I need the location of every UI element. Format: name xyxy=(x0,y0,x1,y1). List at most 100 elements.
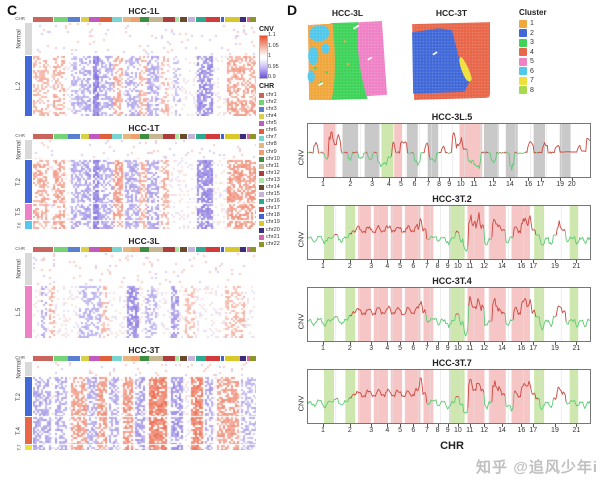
axis-tick-label: 3 xyxy=(369,427,374,434)
cnv-line xyxy=(467,212,485,246)
cnv-plot-title: HCC-3T.4 xyxy=(432,276,472,286)
axis-tick-label: 9 xyxy=(445,263,450,270)
chr-segment xyxy=(224,247,240,252)
chromosome-band xyxy=(427,123,439,178)
heatmap-main xyxy=(33,247,256,339)
chromosome-band xyxy=(406,123,418,178)
axis-tick-label: 4 xyxy=(385,263,390,270)
cnv-line xyxy=(513,380,539,400)
axis-tick-label: 14 xyxy=(505,181,514,188)
chr-segment xyxy=(53,356,68,361)
row-label: T.4 xyxy=(16,426,23,435)
chr-segment xyxy=(187,134,196,139)
chr-segment xyxy=(206,134,221,139)
chr-anno-label: CHR xyxy=(15,133,25,138)
chr-segment xyxy=(149,247,163,252)
cluster-label: 7 xyxy=(530,77,534,85)
axis-tick-label: 17 xyxy=(529,345,538,352)
axis-tick xyxy=(449,178,451,181)
cluster-label: 4 xyxy=(530,48,534,56)
axis-tick-label: 9 xyxy=(445,345,450,352)
chromosome-band xyxy=(534,369,545,424)
cnv-line xyxy=(426,232,457,246)
chr-legend-item: chr12 xyxy=(259,170,285,177)
row-annotation-bar xyxy=(25,140,32,159)
chr-segment xyxy=(179,134,188,139)
chr-segment xyxy=(149,134,163,139)
axis-tick-label: 17 xyxy=(529,263,538,270)
chr-legend-item: chr20 xyxy=(259,227,285,234)
cnv-line xyxy=(484,151,489,154)
cnv-plot-stack: HCC-3L.5 CNV 1 2 3 4 5 6 7 8 9 10 11 12 14 16 17 19 20 H… xyxy=(294,112,596,452)
cnv-line xyxy=(514,151,517,154)
chr-label: chr10 xyxy=(266,155,280,162)
chr-color-swatch xyxy=(259,142,264,148)
cnv-tick: 1 xyxy=(268,53,272,59)
axis-tick xyxy=(571,178,573,181)
chr-label: chr5 xyxy=(266,120,277,127)
axis-tick xyxy=(502,342,504,345)
axis-tick xyxy=(447,424,449,427)
chr-segment xyxy=(89,356,100,361)
cnv-colorbar-gradient xyxy=(259,35,268,79)
chromosome-band xyxy=(534,205,545,260)
axis-tick xyxy=(540,178,542,181)
cnv-line xyxy=(341,152,345,154)
cnv-plot-canvas xyxy=(307,369,591,424)
cnv-plot-canvas xyxy=(307,123,591,178)
legend-column: CNV 1.1 1.05 1 0.95 0.9 CHR chr1 chr2 chr3… xyxy=(259,26,285,248)
cnv-line xyxy=(307,234,335,245)
axis-tick-label: 6 xyxy=(412,181,417,188)
chr-label: chr2 xyxy=(266,98,277,105)
axis-tick-label: 1 xyxy=(320,345,325,352)
chr-color-swatch xyxy=(259,234,264,240)
cnv-plot-title: HCC-3L.5 xyxy=(431,112,473,122)
cnv-plot-area: 1 2 3 4 5 6 7 8 9 10 11 12 14 16 17 19 21 xyxy=(307,205,596,273)
row-annotation-bar xyxy=(25,204,32,220)
chromosome-band xyxy=(449,287,465,342)
chromosome-band xyxy=(390,287,403,342)
cnv-line xyxy=(376,152,392,168)
chr-segment xyxy=(179,247,188,252)
y-axis-label: CNV xyxy=(296,231,305,247)
heatmap-row-sidebar xyxy=(25,17,32,117)
chr-color-swatch xyxy=(259,242,264,248)
axis-tick xyxy=(413,342,415,345)
chr-segment xyxy=(89,247,100,252)
chr-legend-item: chr8 xyxy=(259,142,285,149)
chr-annotation-bar xyxy=(33,356,256,361)
axis-tick-label: 7 xyxy=(426,181,431,188)
chr-segment xyxy=(131,17,140,22)
chr-segment xyxy=(224,356,240,361)
cnv-line xyxy=(467,379,485,408)
chr-label: chr19 xyxy=(266,219,280,226)
cnv-line xyxy=(391,141,397,157)
cnv-colorbar: 1.1 1.05 1 0.95 0.9 xyxy=(259,32,285,80)
cnv-line xyxy=(455,313,460,316)
chr-segment xyxy=(100,247,112,252)
chr-label: chr17 xyxy=(266,205,280,212)
row-annotation-bar xyxy=(25,221,32,229)
heatmap-title: HCC-1L xyxy=(128,6,160,16)
heatmap-matrix xyxy=(33,253,256,338)
chr-segment xyxy=(131,134,140,139)
cnv-line xyxy=(500,152,503,154)
axis-tick-label: 8 xyxy=(435,345,440,352)
chromosome-band xyxy=(423,205,434,260)
heatmap-row-labels: CHR Normal L.2 xyxy=(14,16,25,117)
plot-border xyxy=(307,369,591,424)
cnv-line xyxy=(516,152,526,154)
axis-tick xyxy=(533,424,535,427)
axis-tick xyxy=(414,178,416,181)
chromosome-band xyxy=(423,369,434,424)
chr-segment xyxy=(100,134,112,139)
cnv-line xyxy=(458,305,470,337)
axis-tick-label: 5 xyxy=(398,181,403,188)
cnv-tick: 0.95 xyxy=(268,63,279,70)
chromosome-band xyxy=(483,123,499,178)
heatmap-main xyxy=(33,134,256,230)
axis-tick-label: 14 xyxy=(498,263,506,270)
chromosome-band xyxy=(358,287,371,342)
chr-label: chr20 xyxy=(266,226,280,233)
cnv-line xyxy=(491,297,506,321)
